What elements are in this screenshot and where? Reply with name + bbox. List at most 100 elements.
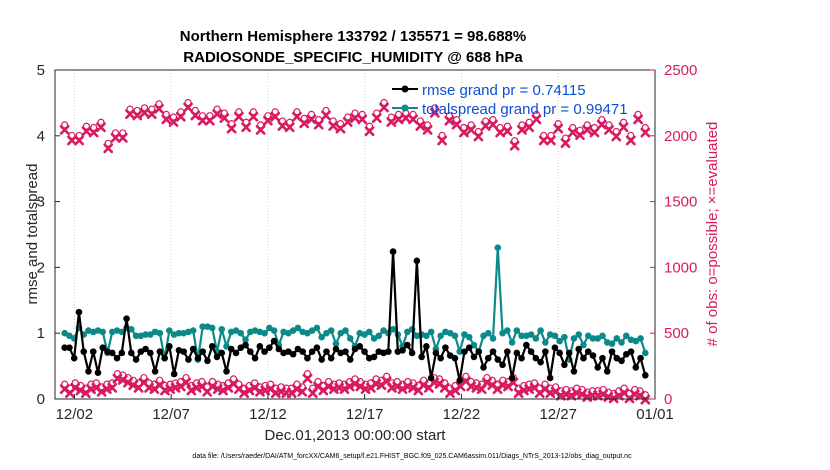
spread-point — [489, 335, 497, 342]
obs-evaluated-marker — [397, 384, 408, 395]
rmse-point — [218, 349, 226, 357]
obs-evaluated-marker — [88, 127, 99, 138]
obs-possible-marker — [453, 116, 461, 124]
spread-point — [375, 332, 383, 340]
spread-point — [365, 328, 373, 336]
rmse-point — [270, 337, 278, 345]
rmse-point — [504, 348, 511, 355]
obs-evaluated-marker — [226, 123, 237, 134]
rmse-point — [132, 356, 140, 363]
y-left-tick-label: 3 — [37, 194, 45, 211]
spread-point — [580, 341, 587, 349]
x-tick-label: 12/27 — [539, 406, 577, 423]
rmse-point — [85, 368, 92, 375]
rmse-point — [523, 341, 530, 349]
rmse-point — [151, 368, 159, 375]
obs-possible-marker — [541, 380, 549, 388]
obs-possible-marker — [547, 131, 555, 140]
obs-possible-marker — [511, 137, 519, 145]
rmse-point — [451, 354, 459, 362]
y-right-tick-label: 2000 — [664, 128, 697, 145]
obs-possible-marker — [111, 129, 120, 137]
spread-point — [389, 325, 397, 333]
rmse-point — [99, 344, 107, 351]
obs-possible-marker — [489, 116, 497, 124]
rmse-point — [480, 364, 487, 371]
y-axis-left-label: rmse and totalspread — [24, 164, 41, 305]
rmse-point — [418, 353, 425, 361]
rmse-point — [242, 341, 249, 349]
obs-evaluated-marker — [524, 122, 535, 133]
obs-possible-marker — [242, 118, 250, 126]
obs-possible-marker — [61, 380, 69, 388]
obs-possible-marker — [264, 112, 272, 120]
obs-possible-marker — [532, 110, 541, 118]
rmse-point — [113, 354, 121, 362]
obs-possible-marker — [329, 117, 337, 125]
rmse-point — [642, 372, 649, 379]
spread-point — [642, 349, 649, 357]
obs-evaluated-marker — [473, 131, 484, 142]
obs-possible-marker — [66, 384, 74, 392]
rmse-point — [542, 348, 549, 355]
rmse-point — [489, 348, 497, 355]
obs-possible-marker — [344, 113, 352, 121]
obs-possible-marker — [605, 121, 613, 129]
obs-possible-marker — [431, 104, 439, 112]
rmse-point — [594, 364, 602, 371]
obs-evaluated-marker — [604, 125, 614, 135]
obs-possible-marker — [182, 373, 190, 382]
obs-evaluated-marker — [415, 121, 426, 131]
rmse-point — [227, 345, 235, 353]
obs-evaluated-marker — [614, 390, 624, 401]
obs-evaluated-marker — [161, 114, 172, 125]
obs-evaluated-marker — [233, 111, 244, 122]
rmse-point — [456, 377, 464, 384]
obs-possible-marker — [156, 376, 164, 384]
obs-possible-marker — [373, 109, 381, 117]
rmse-point — [289, 350, 297, 358]
y-left-tick-label: 2 — [37, 259, 45, 276]
obs-possible-marker — [191, 106, 199, 115]
obs-evaluated-marker — [117, 132, 128, 143]
spread-point — [99, 328, 107, 336]
obs-evaluated-marker — [429, 107, 440, 118]
obs-evaluated-marker — [248, 111, 259, 122]
x-tick-label: 12/17 — [346, 406, 384, 423]
obs-possible-marker — [213, 105, 221, 113]
spread-point — [589, 335, 597, 342]
obs-possible-marker — [286, 118, 294, 126]
obs-evaluated-marker — [96, 386, 107, 397]
rmse-point — [251, 354, 259, 362]
spread-point — [551, 332, 559, 340]
rmse-point — [437, 354, 444, 362]
rmse-point — [223, 368, 230, 375]
obs-possible-marker — [293, 108, 301, 116]
spread-point — [332, 340, 340, 348]
obs-evaluated-marker — [589, 127, 600, 138]
footnote: data file: /Users/raeder/DAI/ATM_forcXX/… — [192, 453, 632, 460]
y-axis-right-label: # of obs: o=possible; ×=evaluated — [704, 122, 721, 347]
obs-possible-marker — [380, 98, 388, 107]
rmse-point — [61, 344, 68, 351]
spread-point — [261, 329, 268, 337]
obs-possible-marker — [249, 108, 257, 116]
obs-low-series — [59, 370, 651, 405]
rmse-point — [118, 349, 126, 357]
rmse-point — [484, 354, 492, 362]
obs-possible-marker — [104, 139, 112, 147]
obs-evaluated-marker — [190, 110, 201, 121]
obs-possible-marker — [119, 129, 127, 137]
rmse-point — [475, 348, 483, 355]
obs-possible-marker — [569, 123, 577, 132]
obs-possible-marker — [220, 109, 228, 117]
rmse-point — [170, 370, 178, 378]
rmse-point — [427, 374, 435, 382]
obs-possible-marker — [155, 100, 163, 108]
spread-point — [346, 335, 354, 342]
rmse-point — [361, 348, 368, 355]
legend-rmse-label: rmse grand pr = 0.74115 — [422, 82, 586, 99]
legend-spread-marker — [401, 104, 409, 112]
obs-evaluated-marker — [132, 110, 143, 121]
obs-evaluated-marker — [437, 135, 447, 146]
